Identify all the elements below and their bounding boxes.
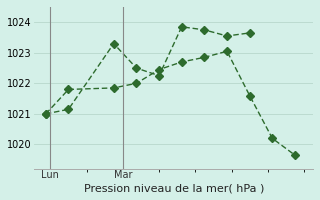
- X-axis label: Pression niveau de la mer( hPa ): Pression niveau de la mer( hPa ): [84, 183, 264, 193]
